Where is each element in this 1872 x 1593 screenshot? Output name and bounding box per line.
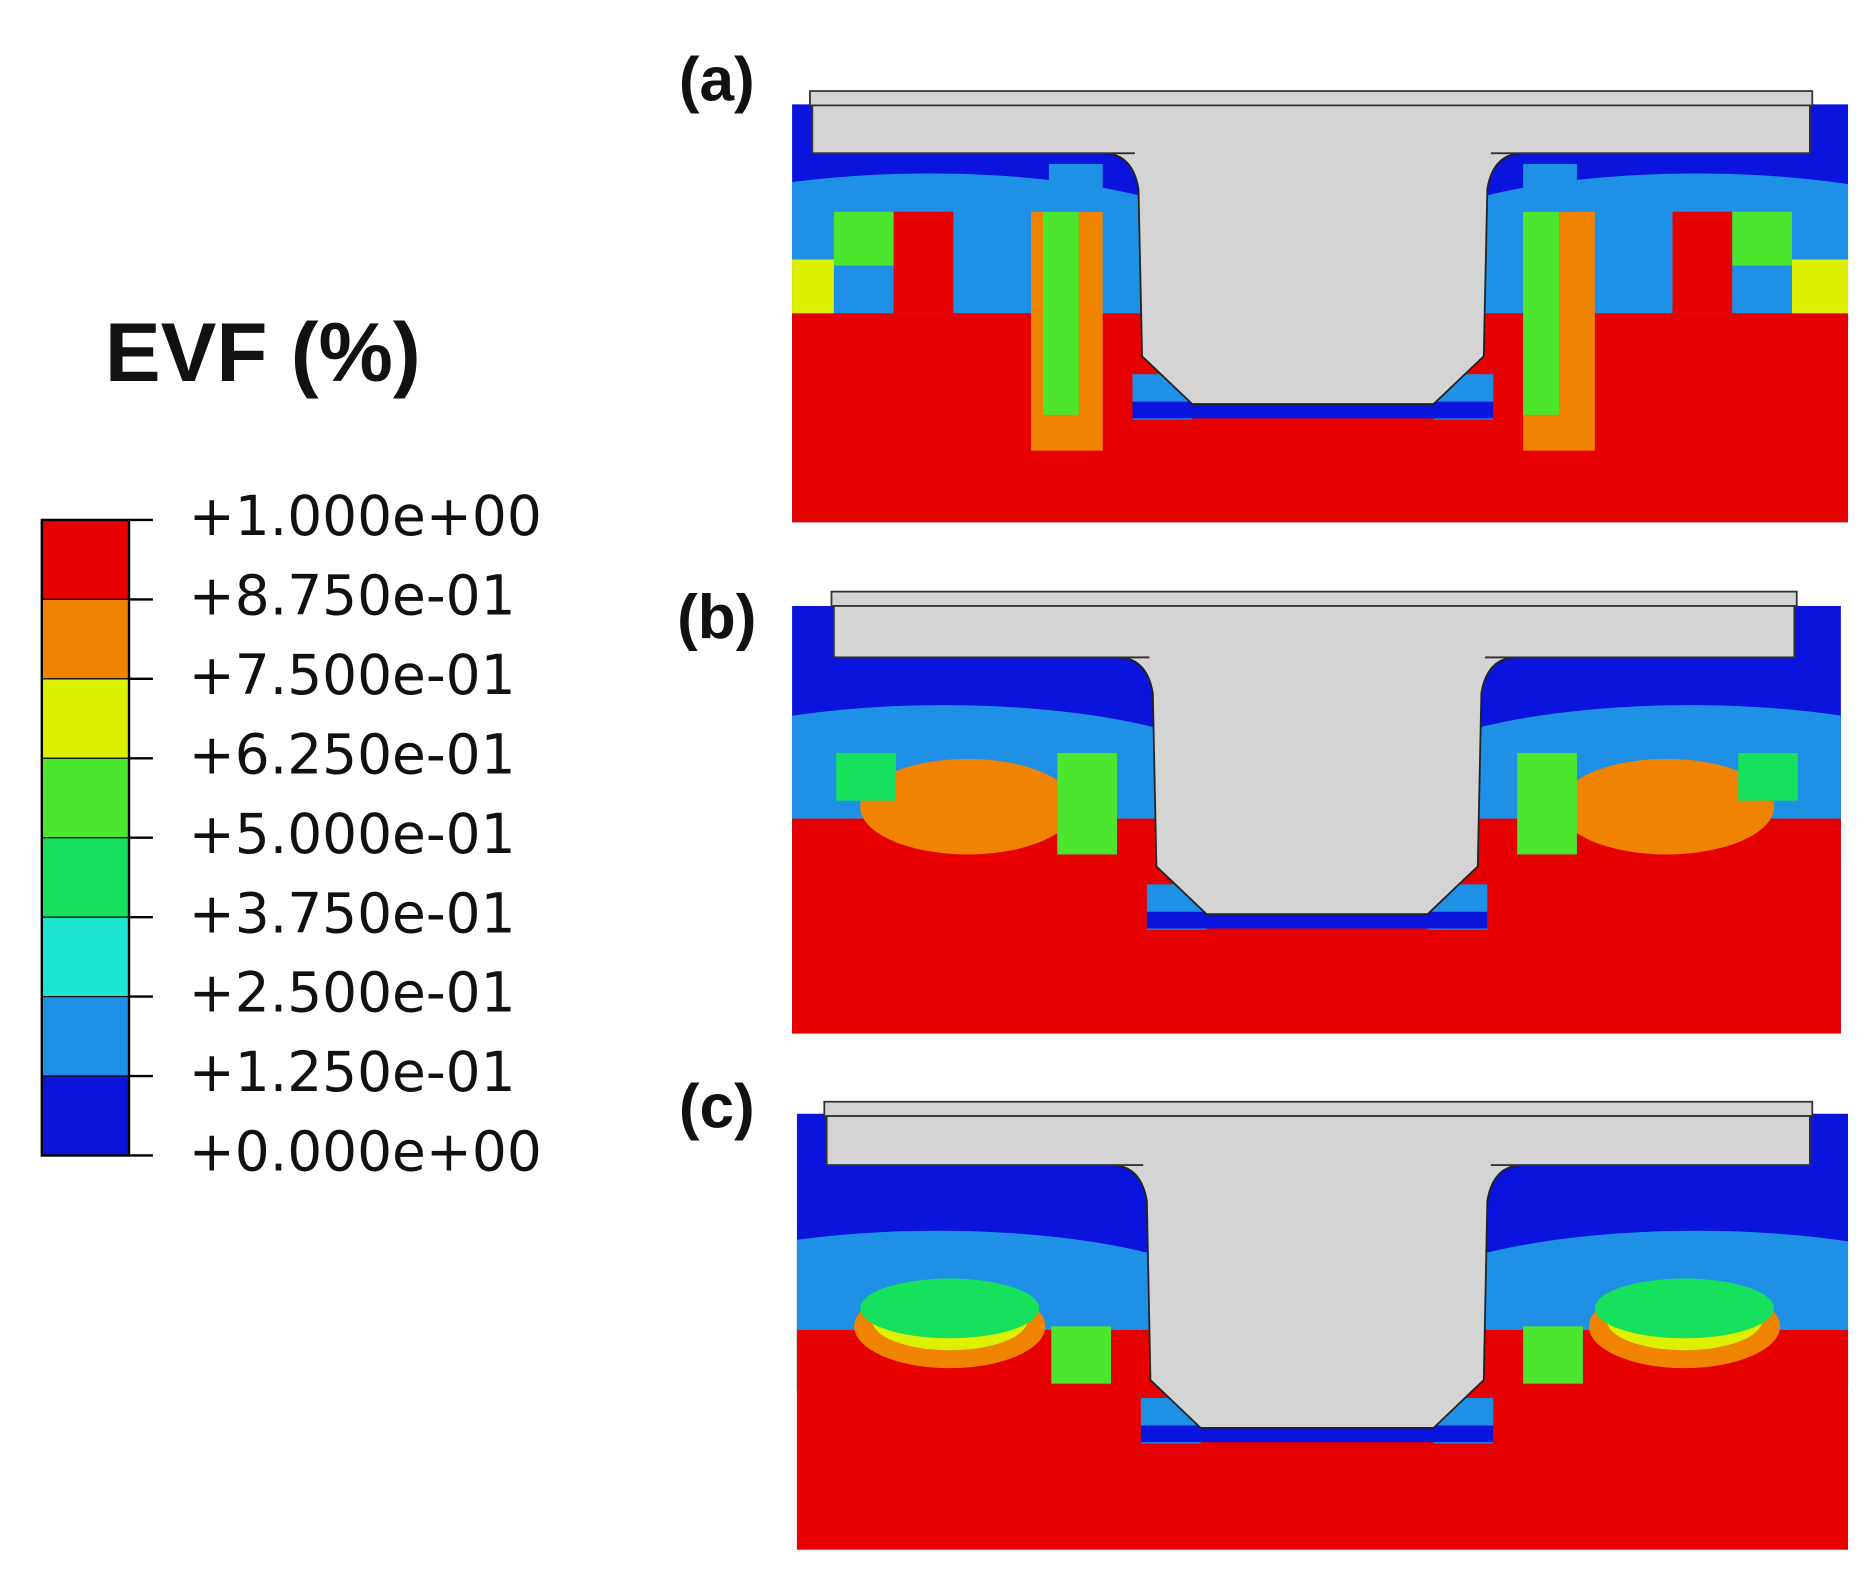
bottom-strip: [1146, 911, 1488, 929]
legend-swatch: [41, 1075, 130, 1157]
band: [833, 211, 894, 266]
legend-title: EVF (%): [105, 305, 421, 399]
band: [1738, 752, 1798, 801]
band: [1791, 259, 1849, 314]
contour-panel: [792, 104, 1849, 523]
legend-swatch: [41, 837, 130, 918]
legend-swatch: [41, 757, 130, 839]
tool-plate: [830, 590, 1798, 607]
band: [1042, 211, 1079, 415]
band: [893, 211, 954, 314]
panel-label: (b): [677, 583, 756, 652]
blob: [860, 1278, 1040, 1339]
legend-swatch: [41, 519, 130, 600]
legend-label: +0.000e+00: [189, 1120, 542, 1184]
tool-cover: [1149, 653, 1485, 664]
tool-plate: [832, 605, 1796, 659]
bottom-strip: [1140, 1425, 1494, 1443]
band: [792, 259, 834, 314]
legend-label: +3.750e-01: [189, 881, 516, 945]
band: [1051, 1326, 1112, 1384]
band: [1523, 163, 1577, 212]
legend-swatch: [41, 678, 130, 759]
band: [1523, 211, 1560, 415]
tool-cover: [1143, 1161, 1491, 1172]
contour-panel: [796, 1113, 1849, 1550]
panel-label: (c): [679, 1073, 755, 1142]
blob: [860, 758, 1076, 855]
tool-cover: [1134, 149, 1491, 160]
band: [1732, 211, 1792, 266]
legend-swatch: [41, 996, 130, 1077]
legend-label: +7.500e-01: [189, 643, 516, 707]
band: [836, 752, 896, 801]
bottom-strip: [1132, 401, 1494, 419]
tool-stem: [833, 656, 1795, 916]
blob: [1559, 758, 1775, 855]
panel-label: (a): [679, 45, 755, 114]
legend-swatch: [41, 916, 130, 998]
tool-plate: [811, 104, 1811, 155]
legend-label: +6.250e-01: [189, 722, 516, 786]
legend-label: +8.750e-01: [189, 564, 516, 628]
tool-plate: [825, 1115, 1811, 1166]
tool-plate: [809, 90, 1814, 107]
band: [1048, 163, 1103, 212]
band: [1523, 1326, 1583, 1384]
legend-label: +1.250e-01: [189, 1040, 516, 1104]
band: [1057, 752, 1117, 855]
legend-label: +5.000e-01: [189, 802, 516, 866]
legend-swatch: [41, 598, 130, 680]
tool-stem: [826, 1164, 1810, 1429]
tool-plate: [823, 1100, 1814, 1117]
band: [1672, 211, 1733, 314]
legend-label: +1.000e+00: [189, 484, 542, 548]
legend-label: +2.500e-01: [189, 961, 516, 1025]
blob: [1594, 1278, 1775, 1339]
tool-stem: [812, 152, 1810, 405]
band: [1517, 752, 1577, 855]
